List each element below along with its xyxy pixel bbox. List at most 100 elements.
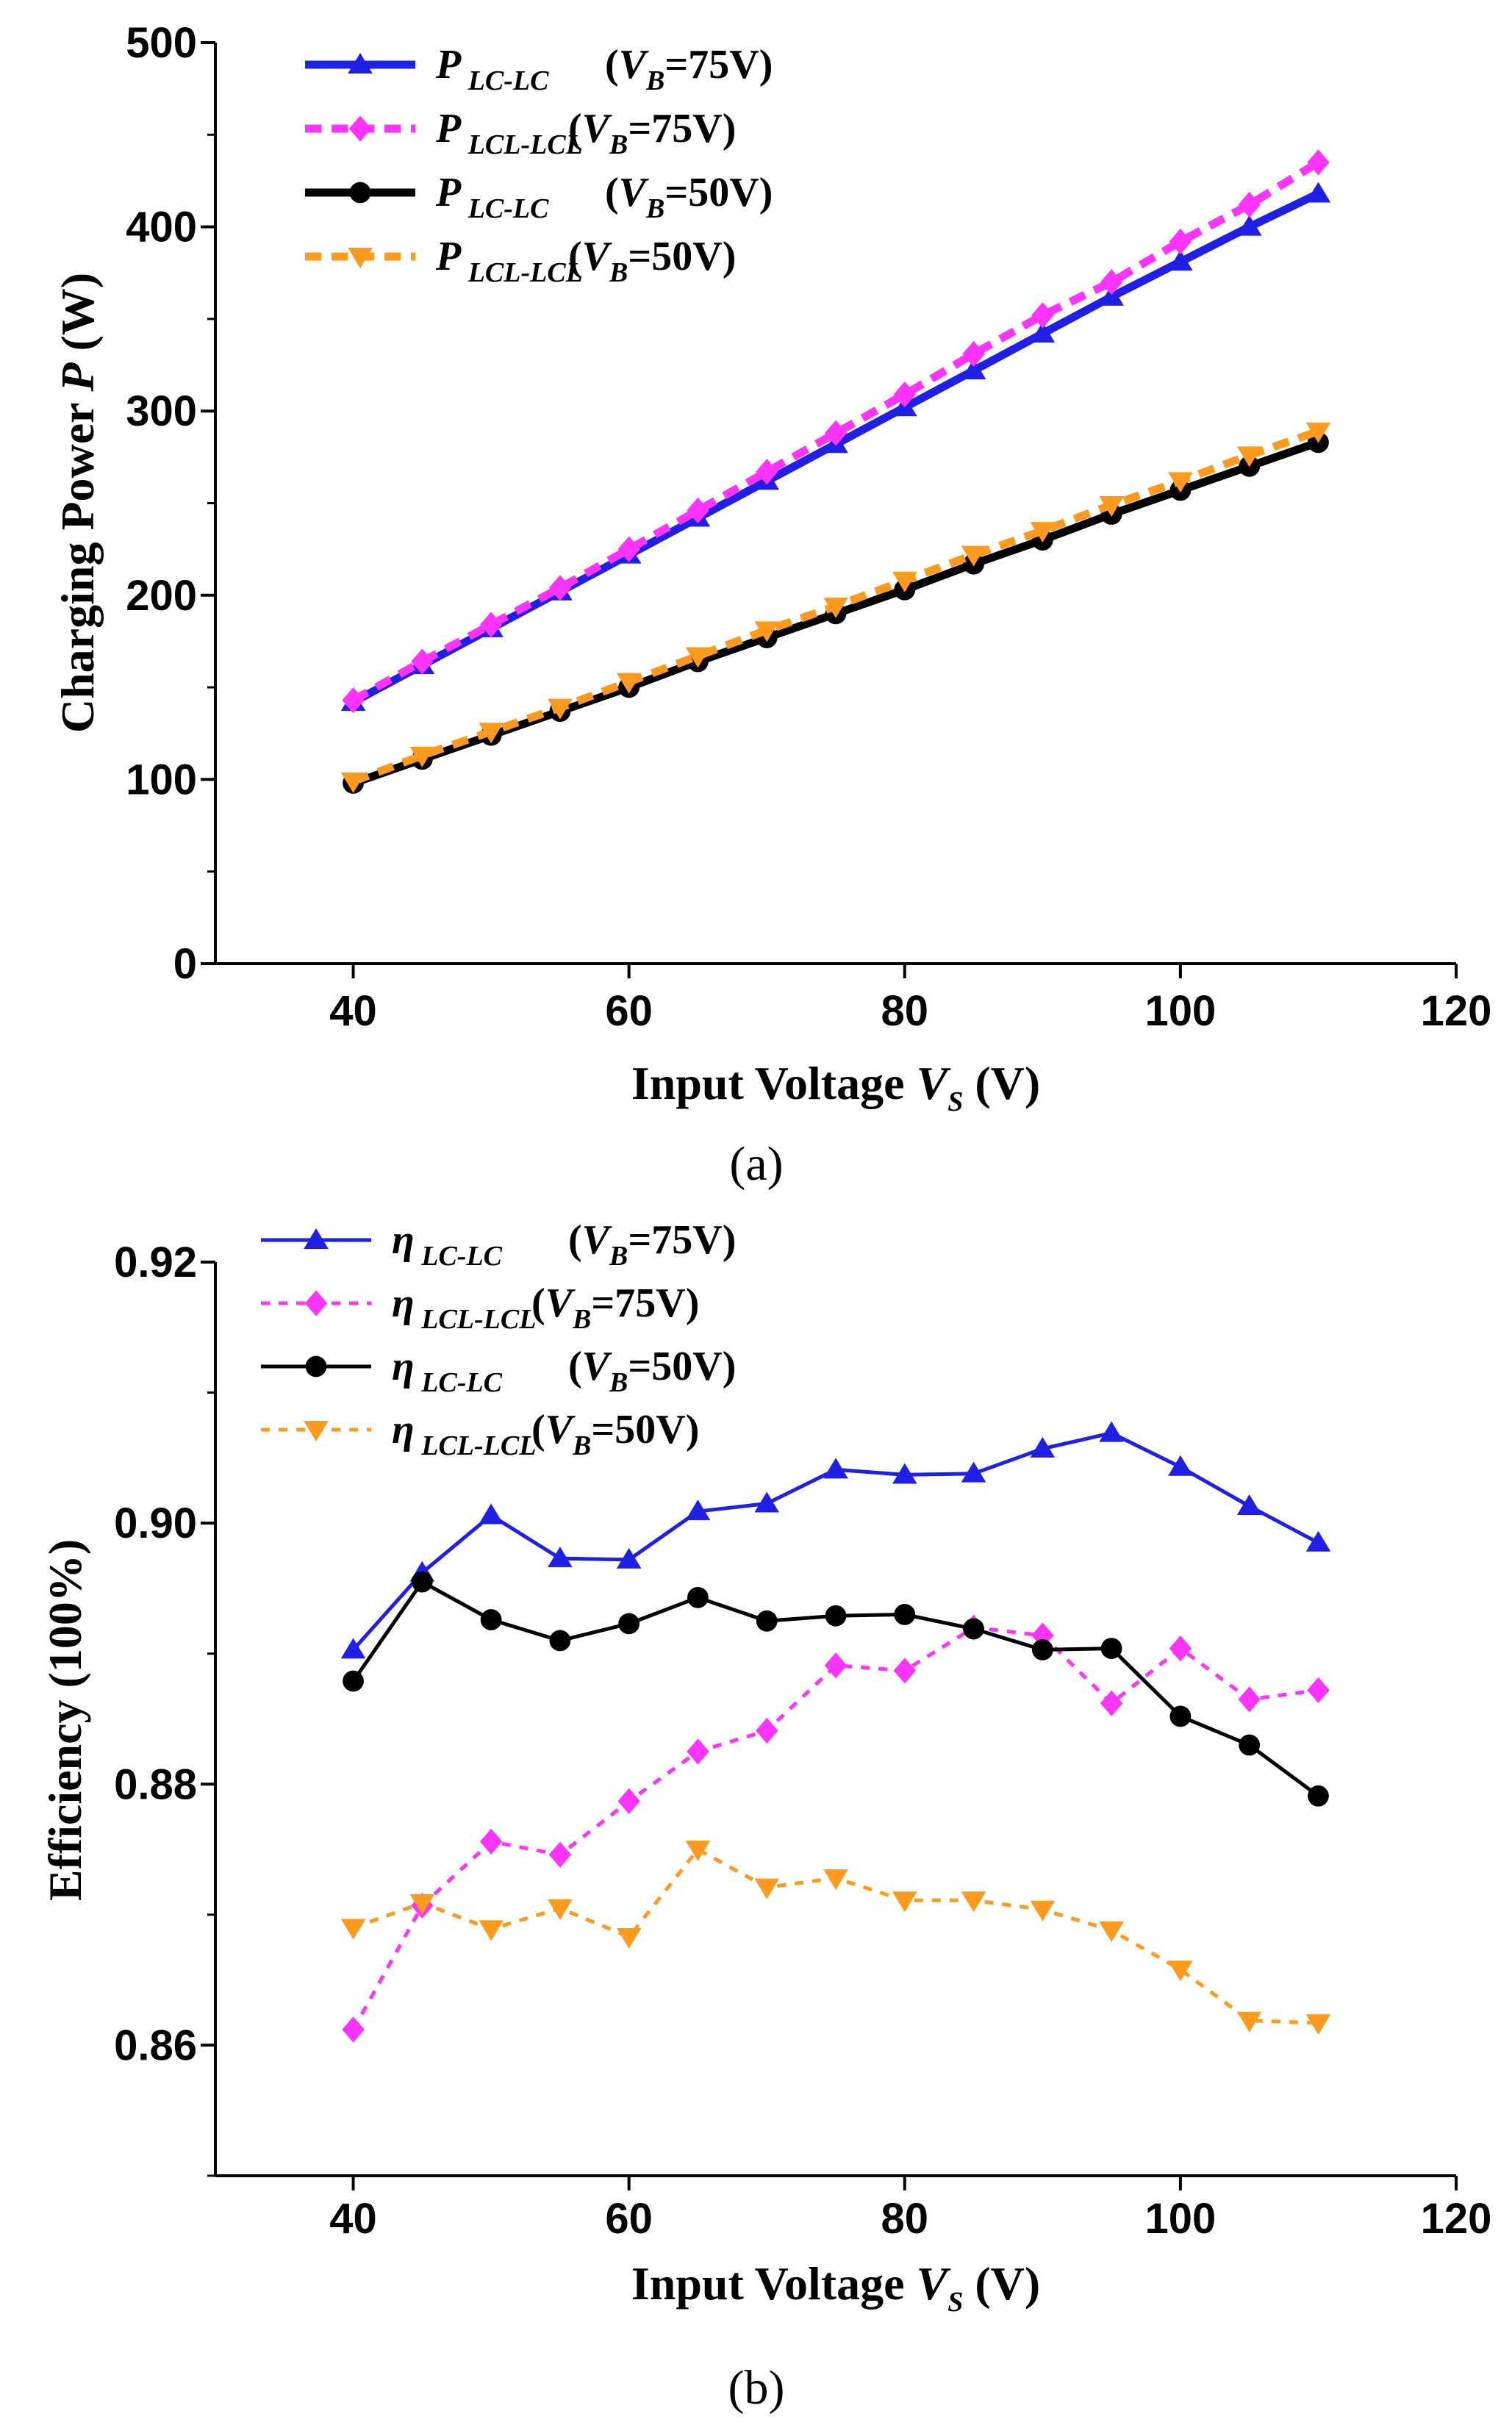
panel-b-y-tick-label: 0.90 bbox=[114, 1500, 197, 1547]
panel-a-legend-condition: (VB=50V) bbox=[568, 234, 736, 288]
panel-b-legend-marker bbox=[305, 1355, 327, 1377]
panel-b-data-point bbox=[1030, 1436, 1056, 1458]
panel-b-data-point bbox=[824, 1652, 848, 1679]
panel-b-series-4 bbox=[340, 1841, 1331, 2035]
panel-b-legend-condition: (VB=75V) bbox=[568, 1217, 736, 1272]
panel-b-x-tick-label: 80 bbox=[881, 2195, 929, 2243]
panel-b-legend-condition: (VB=50V) bbox=[568, 1344, 736, 1398]
panel-a-data-point bbox=[756, 459, 778, 485]
panel-a-data-point bbox=[823, 597, 848, 618]
panel-b-legend-marker bbox=[304, 1421, 329, 1441]
panel-b-data-point bbox=[892, 1891, 917, 1913]
panel-b-x-tick-label: 120 bbox=[1421, 2195, 1492, 2243]
panel-a-data-point bbox=[1236, 215, 1262, 236]
panel-b-data-point bbox=[893, 1658, 916, 1684]
panel-b-data-point bbox=[963, 1618, 984, 1640]
panel-a-series-2 bbox=[342, 149, 1330, 714]
panel-a-x-tick-label: 80 bbox=[881, 987, 929, 1035]
panel-a-data-point bbox=[1168, 472, 1193, 493]
panel-a-legend-entry: P LC-LC bbox=[435, 170, 549, 224]
panel-a-data-point bbox=[479, 723, 504, 744]
panel-b-data-point bbox=[548, 1841, 572, 1868]
panel-b-label: (b) bbox=[728, 2361, 785, 2415]
panel-a-legend-entry: P LCL-LCL bbox=[435, 106, 583, 160]
panel-b-data-point bbox=[480, 1609, 502, 1630]
panel-b-data-point bbox=[479, 1920, 504, 1941]
panel-b-series-1 bbox=[340, 1421, 1331, 1659]
panel-b-data-point bbox=[340, 1918, 366, 1940]
panel-b-data-point bbox=[1238, 1686, 1261, 1713]
panel-a-data-point bbox=[961, 545, 986, 567]
panel-a-data-point bbox=[411, 648, 434, 675]
panel-b-data-point bbox=[548, 1547, 573, 1568]
panel-a-data-point bbox=[1168, 250, 1193, 271]
panel-a-data-point bbox=[479, 612, 503, 638]
panel-b-x-tick-label: 60 bbox=[605, 2195, 653, 2243]
panel-a-data-point bbox=[685, 647, 711, 668]
panel-b-data-point bbox=[685, 1841, 711, 1862]
panel-a-data-point bbox=[1307, 149, 1330, 176]
panel-a-data-point bbox=[340, 772, 366, 793]
panel-b-data-point bbox=[1308, 1785, 1329, 1807]
panel-b-legend-entry: η LCL-LCL bbox=[392, 1280, 536, 1335]
panel-a-data-point bbox=[342, 687, 365, 714]
panel-b-data-point bbox=[685, 1500, 711, 1521]
panel-a-data-point bbox=[754, 621, 780, 642]
panel-a-legend-entry: P LC-LC bbox=[435, 42, 549, 96]
panel-a-data-point bbox=[1030, 522, 1056, 543]
panel-b-data-point bbox=[1100, 1690, 1123, 1716]
panel-a-legend: P LC-LC (VB=75V)P LCL-LCL(VB=75V)P LC-LC(… bbox=[305, 42, 773, 288]
panel-a-data-point bbox=[616, 673, 642, 694]
panel-a-data-point bbox=[1100, 269, 1123, 295]
panel-a-data-point bbox=[1099, 496, 1124, 517]
panel-b-legend-marker bbox=[304, 1228, 329, 1249]
panel-b-data-point bbox=[548, 1899, 573, 1920]
panel-a-x-axis-title: Input Voltage VS (V) bbox=[631, 1057, 1040, 1117]
panel-a-data-point bbox=[548, 698, 573, 720]
panel-b-legend-entry: η LC-LC bbox=[392, 1344, 503, 1398]
panel-b-data-point bbox=[756, 1610, 778, 1632]
panel-b-data-point bbox=[1169, 1705, 1192, 1727]
panel-a-legend-condition: (VB=50V) bbox=[605, 170, 773, 224]
panel-b-data-point bbox=[1236, 1494, 1262, 1516]
panel-b-legend: η LC-LC (VB=75V)η LCL-LCL(VB=75V)η LC-LC(… bbox=[261, 1217, 736, 1461]
panel-b-data-point bbox=[894, 1604, 916, 1625]
panel-b-data-point bbox=[411, 1571, 433, 1593]
panel-a-x-tick-label: 120 bbox=[1421, 987, 1492, 1035]
panel-b-data-point bbox=[1239, 1734, 1261, 1756]
panel-b-data-point bbox=[616, 1547, 642, 1569]
panel-b-data-point bbox=[409, 1893, 435, 1915]
panel-a-legend-entry: P LCL-LCL bbox=[435, 234, 583, 288]
panel-a-y-axis-title: Charging Power P (W) bbox=[51, 273, 104, 733]
panel-a-data-point bbox=[1236, 446, 1262, 467]
panel-a-data-point bbox=[687, 497, 709, 524]
panel-b-y-tick-label: 0.92 bbox=[114, 1239, 197, 1286]
panel-b-y-tick-label: 0.88 bbox=[114, 1760, 197, 1808]
panel-b-data-point bbox=[1168, 1455, 1193, 1476]
panel-a-y-tick-label: 500 bbox=[126, 19, 197, 67]
panel-a-x-tick-label: 100 bbox=[1144, 987, 1216, 1035]
panel-b-data-point bbox=[823, 1869, 848, 1891]
panel-a-data-point bbox=[1305, 422, 1331, 443]
panel-a-data-point bbox=[892, 571, 917, 592]
panel-b-data-point bbox=[616, 1928, 642, 1949]
panel-b-data-point bbox=[479, 1828, 503, 1855]
panel-a-data-point bbox=[961, 359, 986, 380]
panel-a-data-point bbox=[409, 746, 435, 767]
panel-b-data-point bbox=[1305, 2014, 1331, 2035]
panel-b-data-point bbox=[549, 1630, 571, 1652]
panel-b-series-2 bbox=[342, 1614, 1330, 2043]
panel-a-data-point bbox=[617, 536, 640, 562]
panel-b-data-point bbox=[687, 1738, 709, 1765]
panel-a-data-point bbox=[1169, 229, 1192, 255]
panel-a-data-point bbox=[1031, 302, 1054, 329]
panel-a-data-point bbox=[1099, 284, 1124, 306]
panel-b-data-point bbox=[342, 2016, 365, 2043]
panel-b-data-point bbox=[1099, 1421, 1124, 1442]
panel-b-x-tick-label: 40 bbox=[329, 2195, 377, 2243]
panel-a-y-tick-label: 200 bbox=[126, 572, 197, 620]
panel-b-data-point bbox=[1168, 1960, 1193, 1982]
panel-b-data-point bbox=[754, 1491, 780, 1513]
panel-b-data-point bbox=[1307, 1677, 1330, 1704]
panel-a-legend-condition: (VB=75V) bbox=[568, 106, 736, 160]
